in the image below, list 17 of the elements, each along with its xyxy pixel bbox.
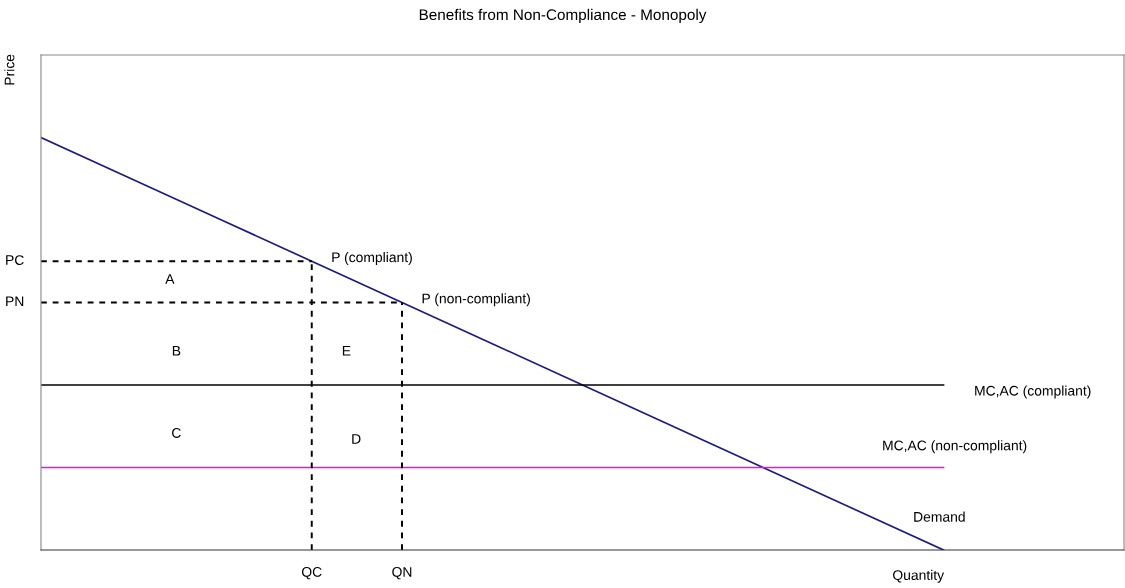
annotation: A: [165, 274, 175, 284]
annotation: P (non-compliant): [422, 293, 530, 307]
series-label: Demand: [914, 511, 965, 522]
annotation: E: [342, 346, 351, 356]
annotation: B: [172, 346, 181, 356]
annotation: C: [172, 428, 181, 438]
annotation: P (compliant): [332, 252, 412, 265]
series-label: PC: [6, 255, 24, 265]
series-label: PN: [6, 296, 24, 307]
series-label: MC,AC (non-compliant): [883, 440, 1027, 454]
x-tick-label: QC: [301, 567, 322, 580]
y-axis-title: Price: [4, 54, 15, 85]
chart-title: Benefits from Non-Compliance - Monopoly: [419, 8, 707, 24]
x-axis-title: Quantity: [893, 569, 945, 583]
text: MC,AC (compliant): [975, 385, 1091, 399]
annotation: D: [352, 434, 361, 444]
x-tick-label: QN: [392, 567, 412, 580]
